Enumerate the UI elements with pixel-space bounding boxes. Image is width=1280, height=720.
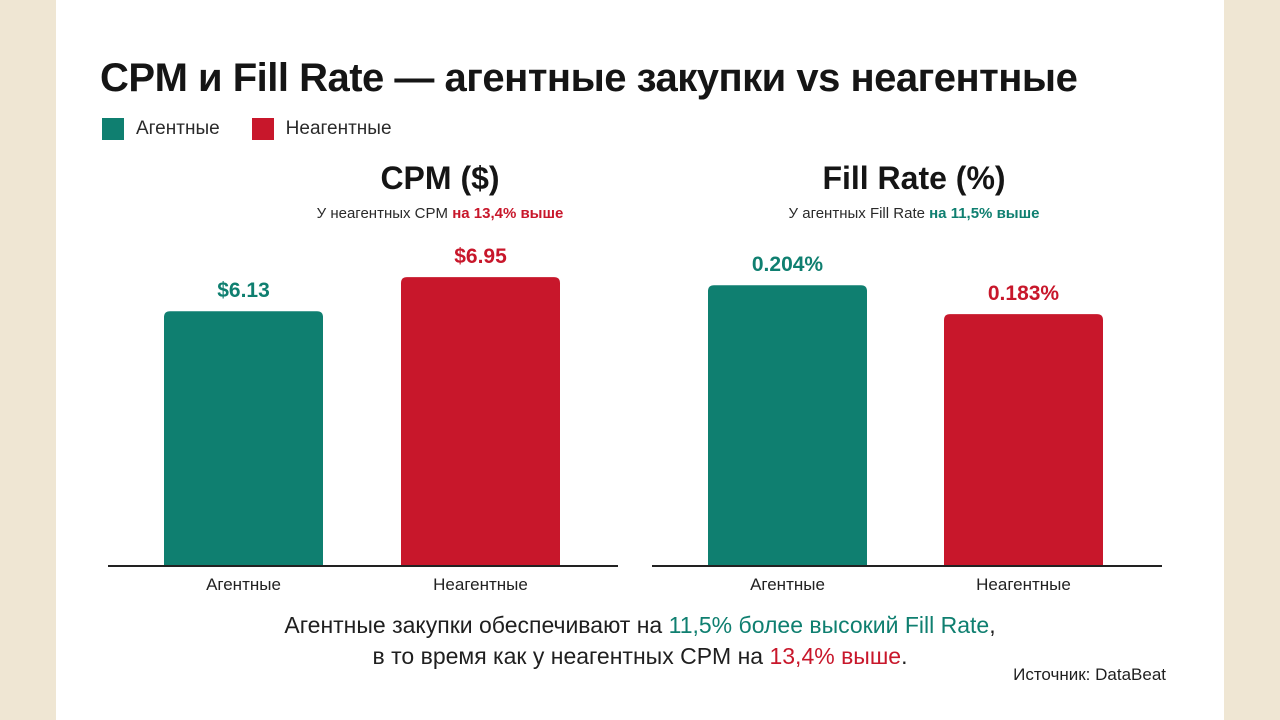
cpm-category-label-agent: Агентные <box>206 575 281 594</box>
bottom-note-line-1: Агентные закупки обеспечивают на 11,5% б… <box>56 610 1224 641</box>
fill-category-label-agent: Агентные <box>750 575 825 594</box>
fill-subtitle-highlight: на 11,5% выше <box>929 205 1040 222</box>
fill-subtitle-text: У агентных Fill Rate <box>788 205 930 222</box>
source-credit: Источник: DataBeat <box>1013 665 1166 684</box>
legend-item-nonagent: Неагентные <box>251 118 392 140</box>
legend-label-nonagent: Неагентные <box>285 118 392 139</box>
fill-panel-subtitle: У агентных Fill Rate на 11,5% выше <box>658 205 1170 222</box>
fill-bar-nonagent <box>944 314 1103 566</box>
cpm-chart: $6.13 Агентные $6.95 Неагентные <box>108 245 618 594</box>
legend-swatch-nonagent <box>251 118 274 140</box>
legend-item-agent: Агентные <box>102 118 220 140</box>
note-line1-suffix: , <box>989 612 996 638</box>
note-line2-highlight: 13,4% выше <box>769 643 902 669</box>
cpm-panel-subtitle: У неагентных CPM на 13,4% выше <box>184 205 696 222</box>
note-line1-highlight: 11,5% более высокий Fill Rate <box>668 612 990 638</box>
fill-value-label-nonagent: 0.183% <box>988 282 1060 305</box>
cpm-subtitle-highlight: на 13,4% выше <box>452 205 564 222</box>
fill-category-label-nonagent: Неагентные <box>976 575 1071 594</box>
cpm-value-label-agent: $6.13 <box>217 279 270 302</box>
bottom-note-line-2: в то время как у неагентных CPM на 13,4%… <box>56 641 1224 672</box>
cpm-bar-nonagent <box>401 277 560 566</box>
fill-value-label-agent: 0.204% <box>752 253 824 276</box>
cpm-value-label-nonagent: $6.95 <box>454 245 507 268</box>
note-line1-text: Агентные закупки обеспечивают на <box>284 612 669 638</box>
infographic-card: CPM и Fill Rate — агентные закупки vs не… <box>56 0 1224 720</box>
bottom-note: Агентные закупки обеспечивают на 11,5% б… <box>56 610 1224 672</box>
cpm-bar-agent <box>164 311 323 566</box>
fill-chart: 0.204% Агентные 0.183% Неагентные <box>652 253 1162 594</box>
cpm-panel-title: CPM ($) <box>380 160 500 196</box>
legend: Агентные Неагентные <box>102 118 424 140</box>
note-line2-text: в то время как у неагентных CPM на <box>372 643 770 669</box>
page-title: CPM и Fill Rate — агентные закупки vs не… <box>100 56 1078 100</box>
legend-label-agent: Агентные <box>136 118 220 139</box>
fill-bar-agent <box>708 285 867 566</box>
cpm-category-label-nonagent: Неагентные <box>433 575 528 594</box>
cpm-subtitle-text: У неагентных CPM <box>316 205 453 222</box>
bar-charts: $6.13 Агентные $6.95 Неагентные 0.204% Агентн… <box>108 245 1162 594</box>
note-line2-suffix: . <box>901 643 908 669</box>
fill-panel-title: Fill Rate (%) <box>822 160 1006 196</box>
legend-swatch-agent <box>102 118 124 140</box>
